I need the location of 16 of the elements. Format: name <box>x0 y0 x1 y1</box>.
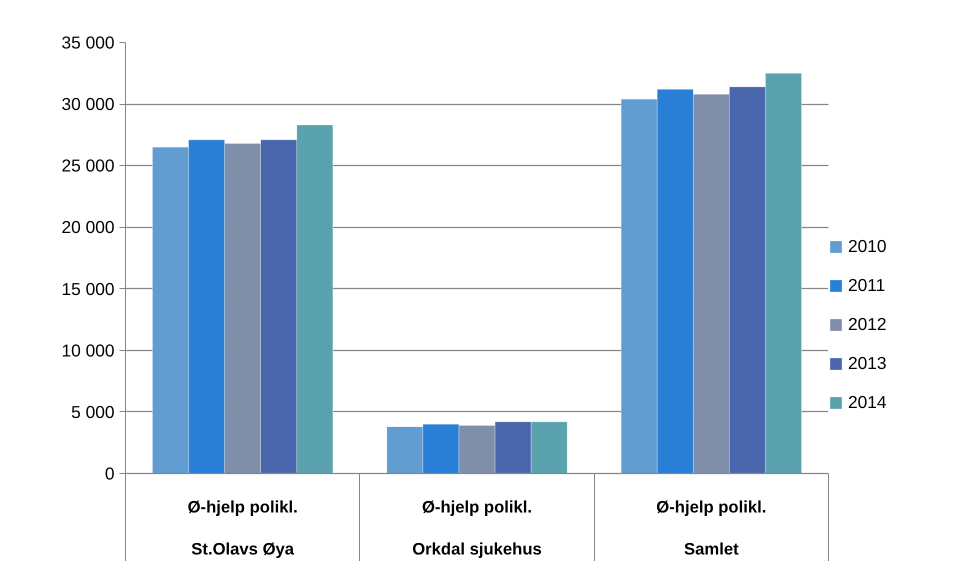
legend-label: 2011 <box>848 275 886 296</box>
y-tick-label: 5 000 <box>71 402 115 422</box>
legend-label: 2010 <box>848 236 887 257</box>
y-tick-label: 25 000 <box>62 156 114 176</box>
y-tick-label: 30 000 <box>62 94 114 114</box>
y-tick-label: 15 000 <box>62 278 114 299</box>
legend-label: 2013 <box>848 353 887 374</box>
y-tick-label: 35 000 <box>62 32 114 52</box>
y-tick-label: 10 000 <box>62 340 114 360</box>
y-tick-label: 0 <box>104 464 115 484</box>
category-label: Ø-hjelp polikl. St.Olavs Øya <box>188 498 298 558</box>
category-label: Ø-hjelp polikl. Orkdal sjukehus <box>412 498 542 558</box>
category-label: Ø-hjelp polikl. Samlet <box>656 498 766 558</box>
legend-label: 2014 <box>848 392 887 413</box>
y-tick-label: 20 000 <box>62 217 114 238</box>
legend-label: 2012 <box>848 314 887 335</box>
